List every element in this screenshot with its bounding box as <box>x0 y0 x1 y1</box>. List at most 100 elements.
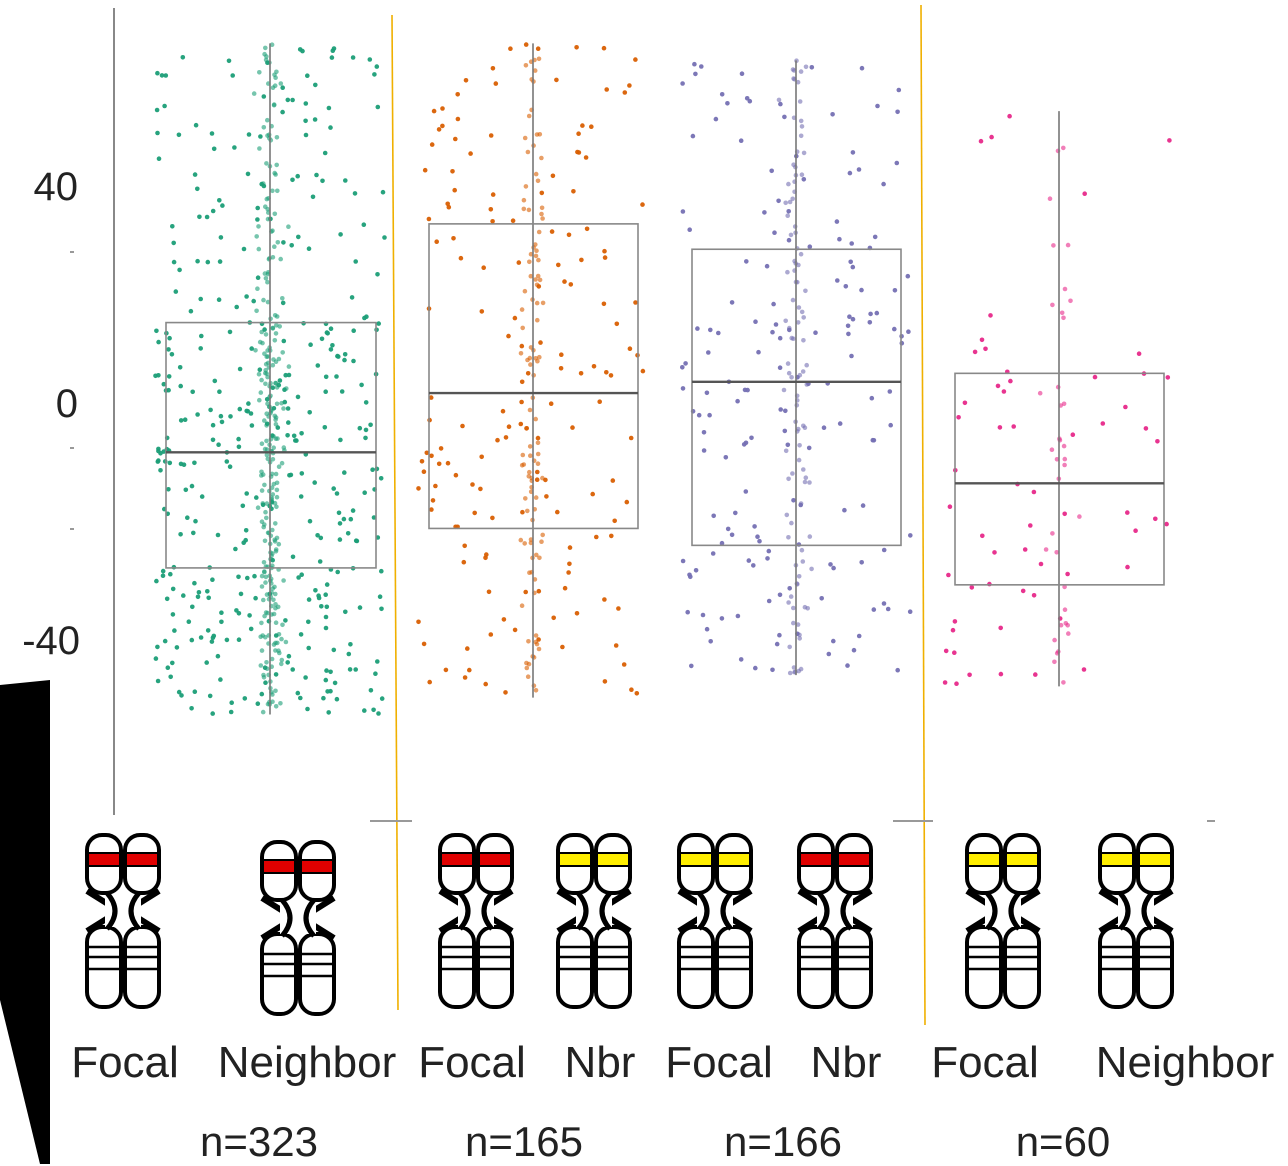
data-point <box>303 118 308 124</box>
data-point <box>481 265 487 271</box>
data-point <box>277 378 283 383</box>
data-point <box>424 450 430 456</box>
data-point <box>263 509 268 515</box>
data-point <box>341 516 347 522</box>
data-point <box>224 459 230 464</box>
data-point <box>263 381 268 387</box>
data-point <box>176 132 182 138</box>
data-point <box>299 431 304 436</box>
data-point <box>281 406 286 411</box>
data-point <box>348 642 353 647</box>
box <box>165 321 377 569</box>
data-point <box>576 150 582 155</box>
data-point <box>178 418 184 423</box>
data-point <box>376 711 381 716</box>
data-point <box>421 641 427 647</box>
data-point <box>831 565 836 571</box>
data-point <box>765 556 770 561</box>
data-point <box>229 700 234 705</box>
data-point <box>357 605 363 610</box>
data-point <box>164 596 170 602</box>
data-point <box>533 253 539 259</box>
data-point <box>263 580 268 585</box>
data-point <box>769 168 774 174</box>
data-point <box>790 297 796 303</box>
data-point <box>320 178 325 184</box>
data-point <box>519 603 525 608</box>
data-point <box>1028 523 1033 528</box>
data-point <box>285 433 290 438</box>
data-point <box>262 482 267 488</box>
data-point <box>725 526 731 532</box>
data-point <box>270 457 276 462</box>
data-point <box>576 131 581 136</box>
data-point <box>847 314 852 320</box>
data-point <box>881 181 886 187</box>
data-point <box>519 307 525 312</box>
data-point <box>212 378 218 384</box>
data-point <box>325 331 331 336</box>
data-point <box>359 382 364 388</box>
data-point <box>778 101 783 107</box>
chromosome-icon <box>438 833 514 1009</box>
data-point <box>171 240 176 246</box>
data-point <box>1047 196 1053 201</box>
data-point <box>786 237 792 243</box>
data-point <box>979 337 985 343</box>
data-point <box>298 632 304 637</box>
data-point <box>421 469 427 475</box>
data-point <box>274 487 280 493</box>
data-point <box>535 178 541 184</box>
data-point <box>342 470 347 475</box>
data-point <box>701 448 707 453</box>
data-point <box>633 300 638 305</box>
data-point <box>819 596 824 601</box>
data-point <box>680 558 686 564</box>
data-point <box>375 104 381 110</box>
data-point <box>308 342 313 348</box>
data-point <box>348 516 354 522</box>
data-point <box>798 133 804 139</box>
data-point <box>262 351 267 357</box>
data-point <box>330 48 336 53</box>
data-point <box>1062 607 1068 612</box>
data-point <box>251 91 257 96</box>
data-point <box>995 383 1001 389</box>
data-point <box>777 632 782 638</box>
data-point <box>257 70 262 75</box>
data-point <box>1022 547 1028 552</box>
data-point <box>177 365 183 370</box>
data-point <box>273 633 279 638</box>
data-point <box>534 300 540 306</box>
data-point <box>1008 378 1013 384</box>
data-point <box>785 213 790 218</box>
data-point <box>789 375 794 380</box>
data-point <box>622 90 628 95</box>
data-point <box>690 133 696 139</box>
data-point <box>980 533 985 539</box>
data-point <box>522 135 528 141</box>
data-point <box>539 205 545 211</box>
data-point <box>520 325 525 331</box>
data-point <box>809 566 814 572</box>
data-point <box>296 234 301 240</box>
data-point <box>708 639 713 644</box>
data-point <box>210 711 215 716</box>
data-point <box>488 632 494 637</box>
data-point <box>837 421 843 426</box>
data-point <box>312 480 318 485</box>
data-point <box>178 532 183 537</box>
data-point <box>801 467 806 472</box>
data-point <box>1143 426 1149 431</box>
data-point <box>613 643 619 648</box>
data-point <box>253 348 258 353</box>
data-point <box>259 584 265 589</box>
data-point <box>872 234 878 240</box>
data-point <box>210 422 216 428</box>
data-point <box>272 338 278 343</box>
data-point <box>787 586 792 591</box>
data-point <box>338 232 343 237</box>
data-point <box>273 549 279 554</box>
data-point <box>591 364 597 369</box>
data-point <box>245 409 251 414</box>
